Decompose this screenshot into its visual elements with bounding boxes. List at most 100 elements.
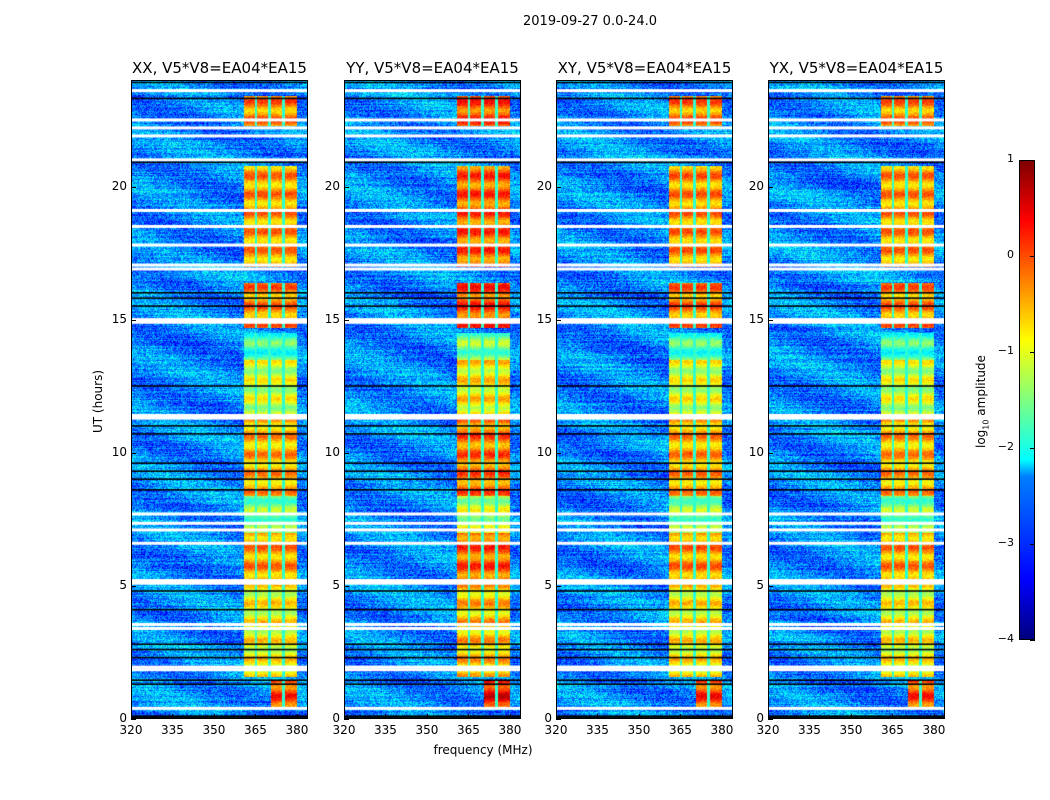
- y-tick: [556, 585, 561, 587]
- x-tick: [296, 714, 298, 719]
- y-tick: [768, 719, 773, 720]
- y-tick: [344, 585, 349, 587]
- x-tick: [721, 714, 723, 719]
- y-tick-label: 15: [111, 311, 127, 326]
- x-tick: [892, 714, 894, 719]
- heatmap-panel: [344, 80, 521, 719]
- y-tick-label: 5: [544, 577, 552, 592]
- y-tick: [344, 719, 349, 720]
- x-tick: [509, 714, 511, 719]
- x-tick-label: 365: [457, 723, 480, 737]
- colorbar-tick-label: −3: [997, 536, 1014, 549]
- y-tick-label: 10: [324, 444, 340, 459]
- x-tick: [385, 714, 387, 719]
- x-tick: [213, 714, 215, 719]
- y-tick: [131, 319, 136, 321]
- x-tick-label: 335: [374, 723, 397, 737]
- figure-title: 2019-09-27 0.0-24.0: [523, 14, 657, 29]
- x-tick-label: 320: [544, 723, 568, 737]
- heatmap-panel: [556, 80, 733, 719]
- colorbar-tick-label: 0: [1007, 248, 1014, 261]
- x-tick: [255, 714, 257, 719]
- x-tick-label: 350: [415, 723, 439, 737]
- colorbar-tick-label: 1: [1007, 152, 1014, 165]
- heatmap-panel: [131, 80, 308, 719]
- y-tick-label: 10: [748, 444, 764, 459]
- colorbar-tick: [1030, 448, 1035, 449]
- y-tick: [131, 186, 136, 188]
- colorbar-tick-label: −4: [997, 632, 1014, 645]
- y-tick-label: 0: [544, 711, 552, 725]
- plot-frame: [768, 80, 945, 719]
- x-tick-label: 350: [839, 723, 863, 737]
- x-tick-label: 380: [498, 723, 522, 737]
- x-tick-label: 365: [669, 723, 692, 737]
- colorbar-label: log10 amplitude: [974, 355, 990, 448]
- plot-frame: [556, 80, 733, 719]
- plot-frame: [131, 80, 308, 719]
- x-tick: [597, 714, 599, 719]
- x-tick: [426, 714, 428, 719]
- y-tick-label: 5: [756, 577, 764, 592]
- y-tick-label: 15: [748, 311, 764, 326]
- x-tick-label: 335: [586, 723, 609, 737]
- x-axis-label: frequency (MHz): [433, 743, 533, 757]
- y-tick: [344, 452, 349, 454]
- x-tick: [768, 714, 769, 719]
- y-tick-label: 10: [536, 444, 552, 459]
- panel-title: XY, V5*V8=EA04*EA15: [557, 59, 732, 77]
- colorbar-tick-label: −1: [997, 344, 1014, 357]
- y-tick-label: 0: [332, 711, 340, 725]
- x-tick: [850, 714, 852, 719]
- x-tick-label: 335: [161, 723, 184, 737]
- x-tick: [172, 714, 174, 719]
- y-tick: [556, 319, 561, 321]
- x-tick: [556, 714, 557, 719]
- panel-title: YX, V5*V8=EA04*EA15: [769, 59, 944, 77]
- y-tick-label: 20: [324, 178, 340, 193]
- colorbar-tick: [1030, 640, 1035, 641]
- heatmap-panel: [768, 80, 945, 719]
- colorbar-tick: [1030, 544, 1035, 545]
- colorbar-tick: [1030, 160, 1035, 161]
- y-tick-label: 10: [111, 444, 127, 459]
- y-tick: [556, 186, 561, 188]
- x-tick-label: 320: [756, 723, 780, 737]
- x-tick-label: 365: [244, 723, 267, 737]
- plot-frame: [344, 80, 521, 719]
- y-tick-label: 15: [536, 311, 552, 326]
- y-tick: [768, 452, 773, 454]
- y-tick: [344, 186, 349, 188]
- y-tick-label: 20: [536, 178, 552, 193]
- y-tick: [344, 319, 349, 321]
- y-axis-label: UT (hours): [91, 369, 105, 433]
- x-tick-label: 320: [332, 723, 356, 737]
- x-tick: [933, 714, 935, 719]
- y-tick-label: 20: [748, 178, 764, 193]
- x-tick: [680, 714, 682, 719]
- colorbar-tick: [1030, 352, 1035, 353]
- x-tick-label: 380: [922, 723, 946, 737]
- y-tick-label: 20: [111, 178, 127, 193]
- y-tick: [768, 186, 773, 188]
- y-tick: [556, 452, 561, 454]
- colorbar-tick-label: −2: [997, 440, 1014, 453]
- colorbar-label-sub: 10: [981, 419, 991, 430]
- x-tick: [344, 714, 345, 719]
- panel-title: YY, V5*V8=EA04*EA15: [346, 59, 519, 77]
- y-tick-label: 15: [324, 311, 340, 326]
- colorbar-tick: [1030, 256, 1035, 257]
- x-tick-label: 350: [202, 723, 226, 737]
- x-tick: [131, 714, 132, 719]
- y-tick-label: 5: [119, 577, 127, 592]
- x-tick: [638, 714, 640, 719]
- x-tick-label: 365: [881, 723, 904, 737]
- x-tick-label: 380: [710, 723, 734, 737]
- colorbar-label-suffix: amplitude: [974, 355, 988, 420]
- y-tick-label: 5: [332, 577, 340, 592]
- colorbar-label-prefix: log: [974, 429, 988, 448]
- x-tick: [809, 714, 811, 719]
- y-tick-label: 0: [119, 711, 127, 725]
- y-tick: [556, 719, 561, 720]
- x-tick-label: 380: [285, 723, 309, 737]
